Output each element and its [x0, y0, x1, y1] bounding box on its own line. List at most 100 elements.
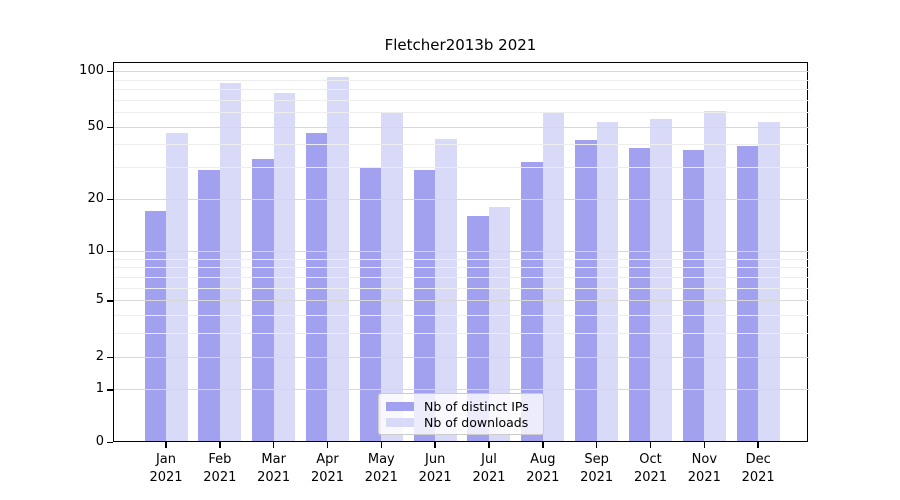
y-tick-label-0: 0 [95, 433, 104, 449]
legend: Nb of distinct IPs Nb of downloads [378, 393, 544, 435]
gridline-major-100 [113, 71, 809, 73]
bar-downloads-oct [650, 118, 672, 442]
x-tick-dec [757, 442, 759, 448]
x-label-month-sep: Sep [584, 452, 609, 467]
y-tick-label-5: 5 [95, 292, 104, 308]
gridline-major-20 [113, 198, 809, 200]
legend-label-distinct-ips: Nb of distinct IPs [424, 399, 529, 414]
x-label-month-feb: Feb [208, 452, 232, 467]
x-label-year-mar: 2021 [257, 469, 291, 485]
gridline-minor-6 [113, 287, 809, 289]
x-label-year-jan: 2021 [149, 469, 183, 485]
gridline-major-50 [113, 126, 809, 128]
bar-distinct-ips-jan [144, 211, 166, 442]
gridline-minor-4 [113, 315, 809, 317]
bar-distinct-ips-dec [736, 146, 759, 442]
bar-downloads-jan [166, 133, 188, 442]
bar-downloads-dec [758, 121, 780, 442]
legend-label-downloads: Nb of downloads [424, 415, 529, 430]
x-label-year-sep: 2021 [580, 469, 614, 485]
x-tick-label-feb: Feb 2021 [192, 451, 248, 486]
x-tick-label-may: May 2021 [353, 451, 409, 486]
x-label-month-dec: Dec [745, 452, 771, 467]
x-label-month-apr: Apr [316, 452, 339, 467]
y-tick-20 [107, 198, 113, 200]
gridline-minor-3 [113, 333, 809, 335]
x-tick-label-aug: Aug 2021 [515, 451, 571, 486]
y-tick-10 [107, 251, 113, 253]
bar-distinct-ips-sep [575, 140, 597, 442]
x-label-year-feb: 2021 [203, 469, 237, 485]
x-tick-label-jul: Jul 2021 [461, 451, 517, 486]
bar-downloads-feb [219, 83, 242, 442]
x-label-month-mar: Mar [261, 452, 286, 467]
x-tick-label-apr: Apr 2021 [299, 451, 355, 486]
x-tick-label-nov: Nov 2021 [676, 451, 732, 486]
bar-downloads-sep [596, 121, 619, 442]
x-tick-label-jun: Jun 2021 [407, 451, 463, 486]
x-label-year-dec: 2021 [741, 469, 775, 485]
x-label-month-oct: Oct [639, 452, 662, 467]
gridline-minor-30 [113, 166, 809, 168]
x-label-month-jul: Jul [481, 452, 497, 467]
y-tick-1 [107, 389, 113, 391]
x-tick-aug [542, 442, 544, 448]
x-tick-may [380, 442, 383, 448]
x-tick-label-oct: Oct 2021 [622, 451, 678, 486]
x-label-month-aug: Aug [530, 452, 556, 467]
gridline-minor-7 [113, 276, 809, 278]
x-label-month-jan: Jan [155, 452, 177, 467]
gridline-minor-40 [113, 144, 809, 146]
y-tick-label-20: 20 [87, 190, 104, 206]
bar-distinct-ips-apr [305, 133, 328, 442]
x-tick-nov [703, 442, 706, 448]
bar-downloads-may [381, 112, 403, 442]
x-tick-jul [488, 442, 490, 448]
x-label-month-jun: Jun [425, 452, 446, 467]
x-tick-oct [649, 442, 652, 448]
x-tick-label-mar: Mar 2021 [246, 451, 302, 486]
legend-swatch-downloads [386, 418, 414, 427]
legend-swatch-distinct-ips [386, 402, 414, 411]
gridline-major-1 [113, 389, 809, 391]
x-tick-jun [434, 442, 436, 448]
bar-downloads-mar [273, 93, 296, 442]
x-label-month-nov: Nov [691, 452, 718, 467]
legend-item-downloads: Nb of downloads [386, 416, 535, 429]
x-label-year-jul: 2021 [472, 469, 506, 485]
y-tick-2 [107, 356, 113, 358]
gridline-major-5 [113, 300, 809, 302]
bar-distinct-ips-oct [628, 148, 651, 442]
x-label-year-aug: 2021 [526, 469, 560, 485]
bar-downloads-nov [704, 110, 726, 442]
gridline-major-2 [113, 356, 809, 358]
gridline-minor-9 [113, 258, 809, 260]
x-tick-jan [165, 442, 167, 448]
bar-downloads-aug [542, 112, 565, 442]
x-tick-feb [219, 442, 221, 448]
x-label-year-apr: 2021 [310, 469, 345, 485]
y-tick-label-10: 10 [87, 243, 104, 259]
gridline-minor-8 [113, 267, 809, 269]
bar-downloads-jul [488, 206, 511, 442]
y-tick-label-2: 2 [95, 348, 104, 364]
y-tick-label-50: 50 [87, 118, 104, 134]
gridline-major-10 [113, 251, 809, 253]
bar-distinct-ips-feb [198, 169, 220, 442]
bar-distinct-ips-aug [521, 161, 543, 442]
bar-downloads-jun [435, 138, 457, 442]
y-tick-label-100: 100 [79, 63, 104, 79]
x-tick-label-dec: Dec 2021 [730, 451, 786, 486]
y-tick-5 [107, 300, 113, 302]
y-tick-0 [107, 441, 113, 443]
y-tick-50 [107, 126, 113, 128]
bar-distinct-ips-jul [467, 215, 489, 442]
y-tick-label-1: 1 [95, 381, 104, 397]
gridline-minor-60 [113, 112, 809, 114]
x-label-year-nov: 2021 [687, 469, 721, 485]
x-tick-label-jan: Jan 2021 [138, 451, 194, 486]
x-label-year-may: 2021 [364, 469, 398, 485]
x-label-year-oct: 2021 [633, 469, 668, 485]
y-tick-100 [107, 71, 113, 73]
x-tick-sep [595, 442, 598, 448]
